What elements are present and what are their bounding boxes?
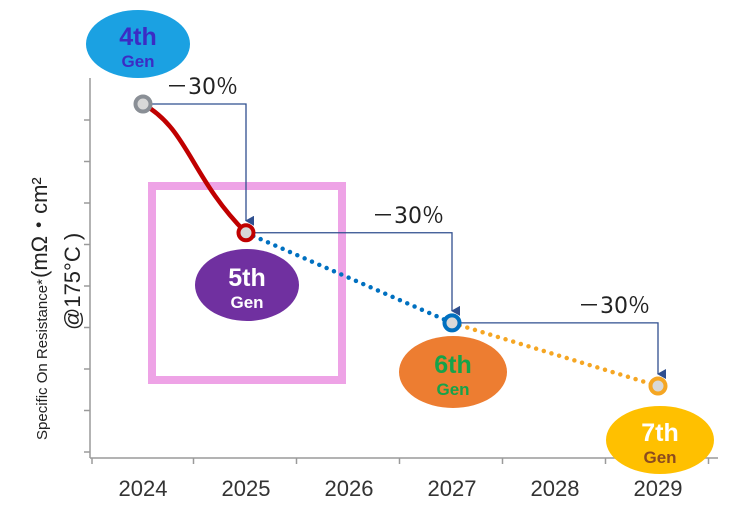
reduction-label: －30％: [166, 75, 238, 100]
y-axis-label-unit: (mΩ・cm²: [27, 177, 52, 278]
data-points: [133, 94, 668, 396]
gen-word: Gen: [643, 448, 676, 467]
y-axis-ticks: [84, 119, 90, 453]
gen-ellipse: [195, 249, 299, 321]
x-tick-label: 2024: [119, 476, 168, 501]
series-line-dotted: [243, 230, 455, 326]
reduction-brackets: [143, 103, 666, 379]
data-point: [442, 313, 462, 333]
reduction-label: －30％: [578, 294, 650, 319]
series-line-solid: [140, 101, 249, 236]
reduction-arrow: [143, 103, 254, 226]
gen-ellipse: [86, 10, 190, 78]
x-tick-label: 2028: [531, 476, 580, 501]
y-axis-label: Specific On Resistance* (mΩ・cm² @175°C ): [27, 177, 85, 440]
gen-ellipse: [606, 406, 714, 474]
x-tick-label: 2026: [325, 476, 374, 501]
highlight-box: [148, 182, 346, 384]
axes: [89, 78, 718, 459]
gen-number: 6th: [434, 351, 472, 379]
reduction-labels: －30％ －30％ －30％: [166, 75, 650, 319]
gen-word: Gen: [121, 52, 154, 71]
gen-number: 5th: [228, 264, 266, 292]
gen-word: Gen: [436, 380, 469, 399]
reduction-arrow: [246, 232, 460, 316]
gen-ellipse: [399, 336, 507, 408]
x-axis-ticks: 2024 2025 2026 2027 2028 2029: [91, 458, 710, 501]
data-point: [133, 94, 153, 114]
reduction-label: －30％: [372, 204, 444, 229]
data-point: [236, 223, 256, 243]
y-axis-label-main: Specific On Resistance*: [34, 279, 51, 440]
y-axis-label-condition: @175°C ): [60, 233, 85, 330]
gen-number: 4th: [119, 23, 157, 51]
gen-number: 7th: [641, 419, 679, 447]
gen-word: Gen: [230, 293, 263, 312]
reduction-arrow: [452, 322, 666, 379]
series-lines: [140, 101, 661, 389]
x-tick-label: 2029: [634, 476, 683, 501]
x-tick-label: 2027: [428, 476, 477, 501]
data-point: [648, 376, 668, 396]
x-tick-label: 2025: [222, 476, 271, 501]
